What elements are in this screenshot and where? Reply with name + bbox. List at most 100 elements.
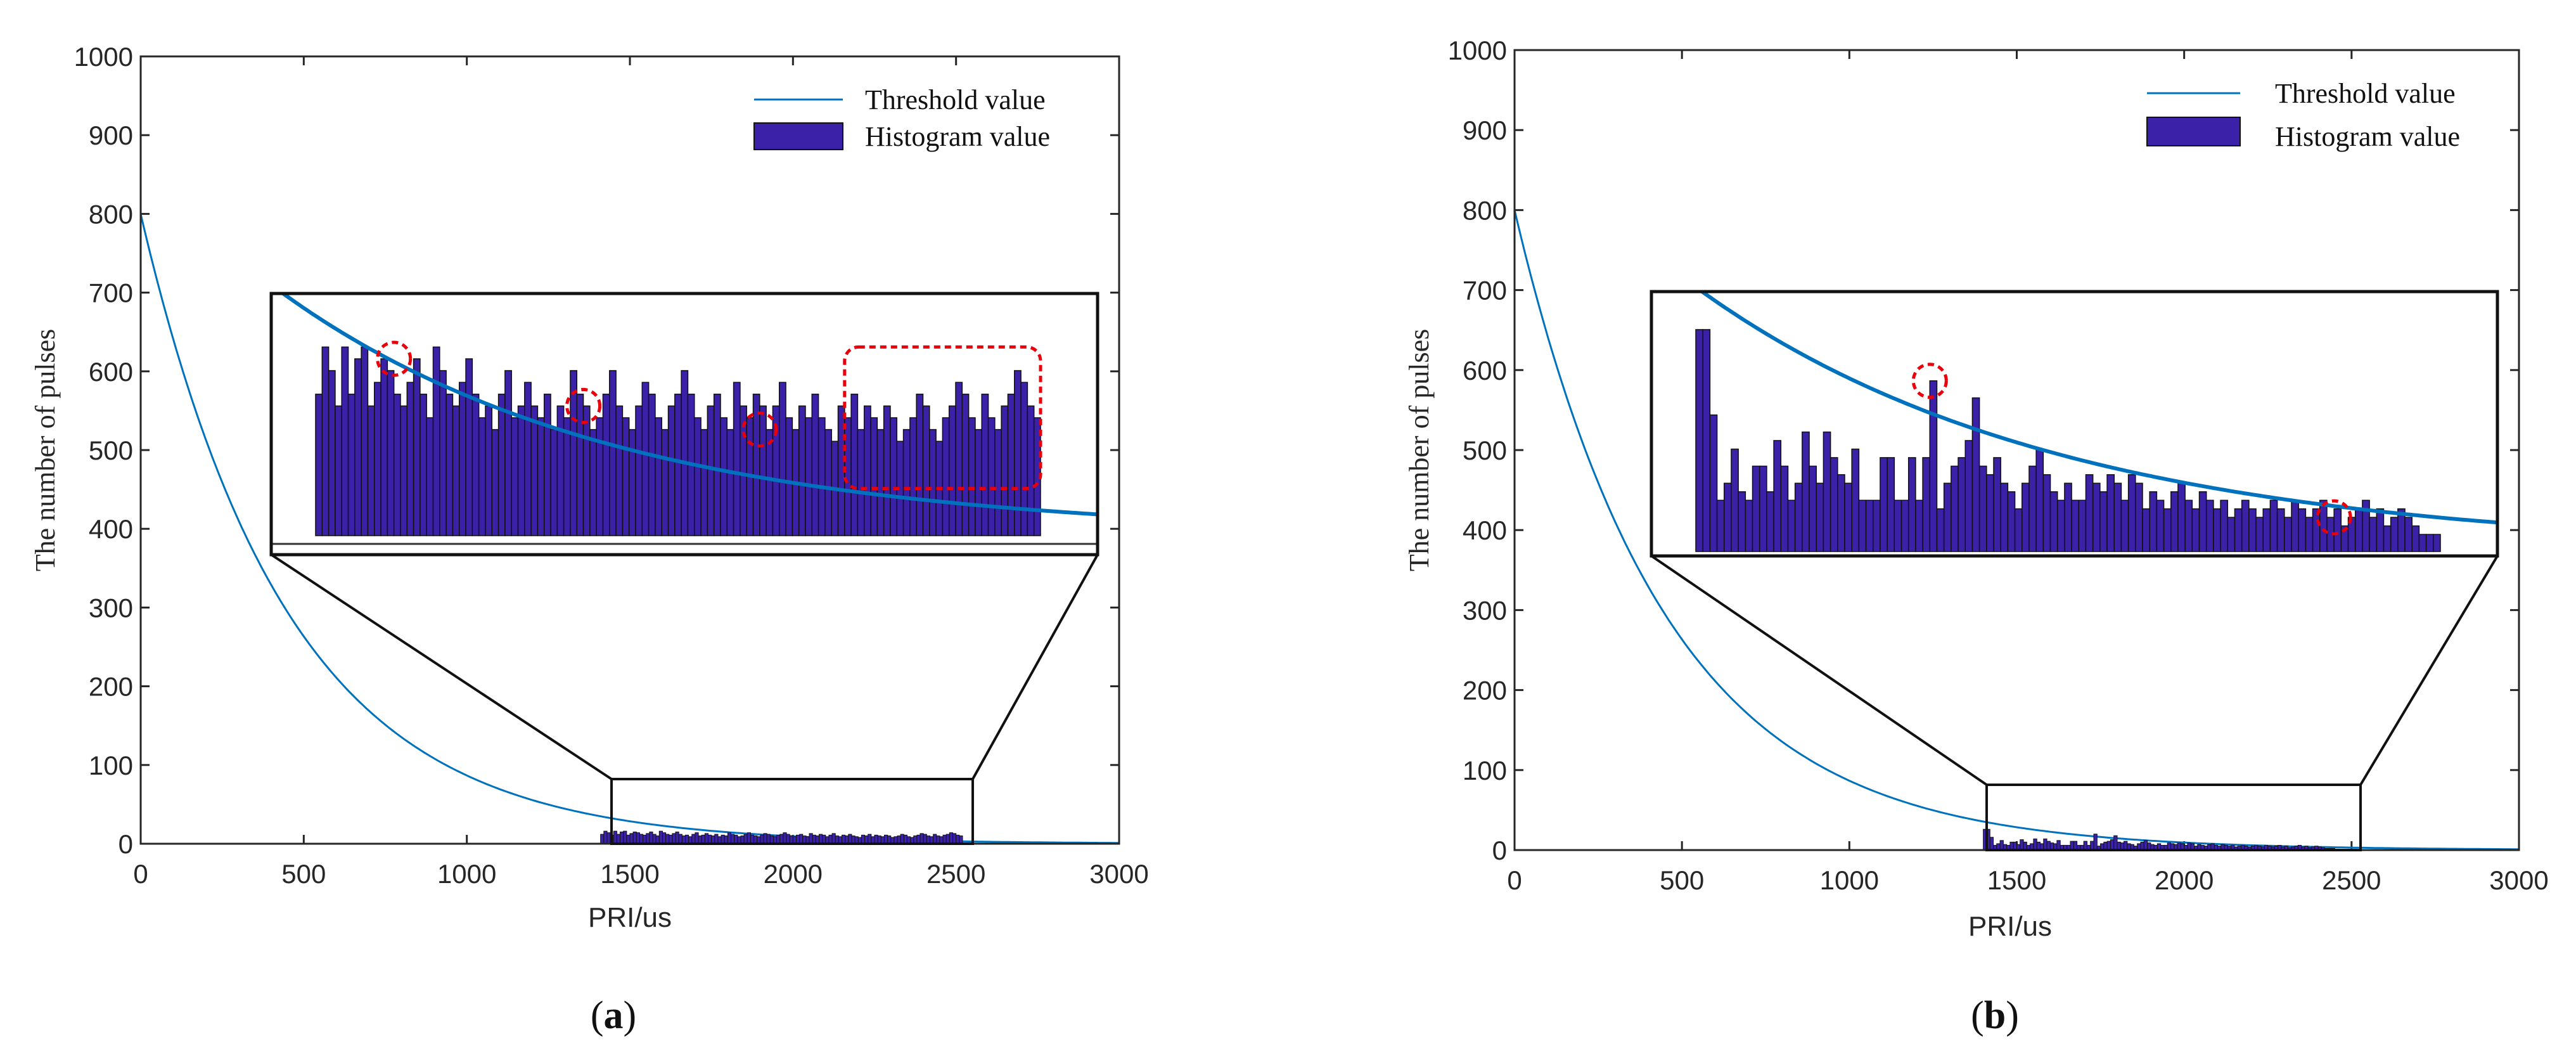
zoom-histogram-bar bbox=[2177, 482, 2186, 552]
histogram-bar bbox=[2106, 841, 2111, 850]
histogram-bar bbox=[2033, 838, 2037, 850]
zoom-histogram-bar bbox=[1027, 405, 1035, 536]
panel-label: (b) bbox=[1971, 994, 2019, 1037]
histogram-bar bbox=[600, 834, 605, 844]
histogram-bar bbox=[842, 834, 846, 844]
histogram-bar bbox=[952, 833, 957, 844]
zoom-histogram-bar bbox=[354, 358, 362, 536]
zoom-histogram-bar bbox=[1958, 457, 1966, 552]
zoom-histogram-bar bbox=[2411, 525, 2420, 552]
histogram-bar bbox=[747, 832, 751, 844]
histogram-bar bbox=[1989, 837, 1994, 850]
y-tick-label: 700 bbox=[1463, 276, 1507, 306]
y-tick-label: 200 bbox=[1463, 676, 1507, 706]
zoom-histogram-bar bbox=[622, 417, 630, 536]
zoom-histogram-bar bbox=[2390, 517, 2399, 552]
histogram-bar bbox=[2083, 841, 2087, 850]
zoom-histogram-bar bbox=[2156, 500, 2165, 552]
histogram-bar bbox=[701, 834, 705, 844]
zoom-histogram-bar bbox=[478, 417, 486, 536]
y-tick-label: 500 bbox=[1463, 435, 1507, 465]
zoom-histogram-bar bbox=[2305, 517, 2314, 552]
zoom-histogram-bar bbox=[1709, 414, 1718, 552]
x-tick-label: 3000 bbox=[2489, 865, 2548, 895]
x-tick-label: 500 bbox=[281, 859, 326, 889]
x-tick-label: 1000 bbox=[437, 859, 496, 889]
legend-label-histogram: Histogram value bbox=[865, 121, 1050, 152]
zoom-histogram-bar bbox=[955, 382, 963, 536]
highlight-markers bbox=[376, 340, 1042, 491]
zoom-histogram-bar bbox=[2312, 508, 2321, 552]
zoom-histogram-bar bbox=[876, 429, 885, 536]
zoom-histogram-bar bbox=[1943, 482, 1952, 552]
zoom-histogram-bar bbox=[1873, 500, 1881, 552]
zoom-histogram-bar bbox=[1986, 474, 1994, 552]
histogram-bar bbox=[2093, 834, 2098, 850]
histogram-bar bbox=[2143, 840, 2148, 850]
histogram-bar bbox=[2090, 841, 2094, 850]
zoom-histogram-bar bbox=[916, 394, 924, 536]
zoom-histogram-bar bbox=[2333, 508, 2342, 552]
zoom-histogram-bar bbox=[1978, 465, 1987, 552]
zoom-histogram-bar bbox=[1851, 448, 1860, 552]
zoom-histogram-bar bbox=[1702, 329, 1711, 552]
zoom-histogram-bar bbox=[1809, 465, 1817, 552]
histogram-bar bbox=[695, 832, 699, 844]
zoom-histogram-bar bbox=[504, 370, 512, 536]
zoom-histogram-bar bbox=[432, 346, 440, 536]
zoom-histogram-bar bbox=[1794, 482, 1803, 552]
zoom-histogram-bar bbox=[1900, 500, 1909, 552]
histogram-bar bbox=[646, 833, 650, 844]
zoom-histogram-bar bbox=[700, 429, 708, 536]
histogram-bar bbox=[678, 834, 682, 844]
histogram-bar bbox=[2113, 835, 2118, 850]
zoom-histogram-bar bbox=[315, 394, 323, 536]
legend: Threshold value Histogram value bbox=[753, 84, 1050, 152]
zoom-histogram-bar bbox=[1787, 500, 1796, 552]
histogram-bar bbox=[636, 832, 640, 844]
zoom-histogram-bar bbox=[2028, 465, 2037, 552]
histogram-bar bbox=[1999, 840, 2004, 850]
zoom-histogram-bar bbox=[2220, 500, 2229, 552]
zoom-histogram-bar bbox=[1915, 500, 1923, 552]
zoom-histogram-bar bbox=[2099, 491, 2108, 552]
zoom-histogram-bar bbox=[537, 417, 545, 536]
histogram-bar bbox=[868, 834, 872, 844]
zoom-histogram-bar bbox=[347, 394, 356, 536]
zoom-histogram-bar bbox=[2383, 525, 2392, 552]
zoom-histogram-bar bbox=[968, 417, 976, 536]
zoom-histogram-bar bbox=[2404, 517, 2413, 552]
histogram-bar bbox=[675, 831, 679, 844]
zoom-histogram-bar bbox=[778, 382, 786, 536]
histogram-bar bbox=[620, 831, 624, 844]
zoom-histogram-bar bbox=[2418, 534, 2427, 552]
zoom-histogram-bar bbox=[1858, 500, 1867, 552]
zoom-histogram-bar bbox=[713, 394, 721, 536]
zoom-histogram-bar bbox=[628, 429, 636, 536]
zoom-histogram-bar bbox=[929, 429, 937, 536]
zoom-histogram-bar bbox=[902, 429, 911, 536]
highlight-circle bbox=[376, 340, 413, 377]
y-tick-label: 700 bbox=[89, 278, 133, 308]
zoom-histogram-bar bbox=[2298, 508, 2307, 552]
zoom-histogram-bar bbox=[2149, 491, 2158, 552]
zoom-histogram-bar bbox=[2135, 482, 2143, 552]
zoom-histogram-bar bbox=[720, 417, 728, 536]
zoom-histogram-bar bbox=[2113, 482, 2122, 552]
zoom-histogram-bar bbox=[1887, 457, 1895, 552]
histogram-bar bbox=[672, 833, 676, 844]
zoom-histogram-bar bbox=[2241, 500, 2250, 552]
panel-label-letter: b bbox=[1984, 994, 2006, 1037]
panel-label-letter: a bbox=[604, 994, 624, 1037]
histogram-bar bbox=[786, 834, 790, 844]
zoom-connector-left bbox=[270, 553, 613, 780]
zoom-histogram-bar bbox=[609, 370, 617, 536]
zoom-histogram-bar bbox=[648, 394, 656, 536]
zoom-histogram-bar bbox=[596, 417, 604, 536]
zoom-histogram-bar bbox=[2284, 517, 2292, 552]
zoom-histogram-bar bbox=[948, 405, 956, 536]
histogram-bar bbox=[669, 834, 673, 844]
zoom-histogram-bar bbox=[497, 394, 506, 536]
x-axis-label: PRI/us bbox=[1968, 911, 2052, 942]
